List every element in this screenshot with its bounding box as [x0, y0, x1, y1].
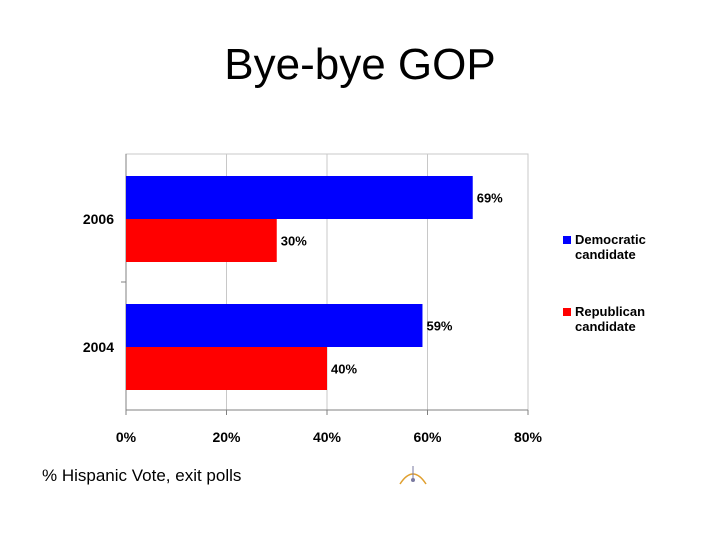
x-tick-label: 40% — [313, 429, 342, 445]
y-tick-label: 2004 — [83, 339, 114, 355]
legend-swatch — [563, 308, 571, 316]
slide-title: Bye-bye GOP — [224, 40, 496, 89]
bar — [126, 347, 327, 390]
data-label: 69% — [477, 191, 503, 206]
x-tick-label: 60% — [413, 429, 442, 445]
legend-label: candidate — [575, 247, 636, 262]
bar — [126, 304, 423, 347]
chart-caption: % Hispanic Vote, exit polls — [42, 466, 242, 485]
y-tick-label: 2006 — [83, 211, 114, 227]
x-tick-label: 20% — [212, 429, 241, 445]
legend-label: Democratic — [575, 232, 646, 247]
data-label: 30% — [281, 234, 307, 249]
bar — [126, 176, 473, 219]
legend-label: candidate — [575, 319, 636, 334]
x-tick-label: 80% — [514, 429, 543, 445]
legend-label: Republican — [575, 304, 645, 319]
legend-swatch — [563, 236, 571, 244]
bar — [126, 219, 277, 262]
small-emblem-icon — [399, 466, 427, 485]
data-label: 59% — [426, 319, 452, 334]
data-label: 40% — [331, 362, 357, 377]
x-tick-label: 0% — [116, 429, 137, 445]
